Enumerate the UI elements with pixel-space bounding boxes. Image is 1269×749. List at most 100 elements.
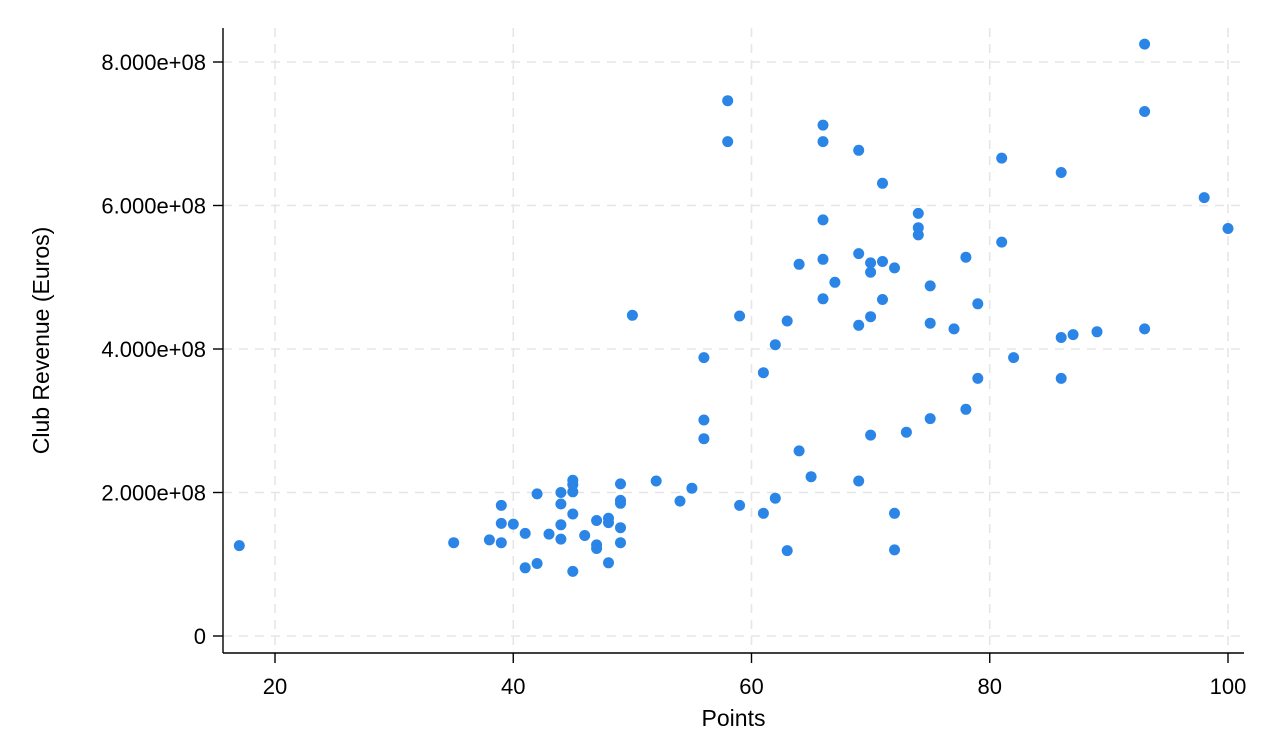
data-point	[650, 475, 662, 487]
data-point	[531, 488, 543, 500]
data-point	[757, 507, 769, 519]
data-point	[507, 518, 519, 530]
data-point	[567, 508, 579, 520]
data-point	[698, 414, 710, 426]
data-point	[1222, 223, 1234, 234]
y-tick-label: 8.000e+08	[101, 50, 206, 75]
data-point	[734, 310, 746, 322]
data-point	[877, 256, 888, 267]
data-point	[793, 258, 805, 270]
data-point	[448, 537, 460, 549]
data-point	[853, 475, 865, 487]
data-point	[960, 251, 972, 263]
data-point	[1139, 106, 1151, 117]
data-point	[1139, 38, 1151, 50]
x-tick-label: 40	[501, 674, 525, 699]
data-point	[495, 537, 507, 549]
data-point	[1055, 332, 1067, 343]
data-point	[686, 482, 698, 494]
data-point	[1055, 167, 1067, 178]
y-tick-label: 4.000e+08	[101, 337, 206, 362]
data-point	[877, 294, 888, 305]
data-point	[615, 478, 626, 490]
data-point	[615, 522, 626, 534]
data-point	[603, 517, 614, 529]
data-point	[853, 319, 865, 331]
data-point	[924, 413, 936, 425]
data-point	[817, 214, 829, 226]
data-point	[519, 527, 531, 539]
tick-marks-and-labels: 20 40 60 80 100 0 2.000e+08 4.000e+08 6.000e+08 8…	[101, 50, 1246, 699]
data-point	[1055, 372, 1067, 384]
data-point	[817, 119, 829, 131]
data-point	[781, 545, 793, 557]
y-tick-label: 6.000e+08	[101, 194, 206, 219]
data-point	[817, 293, 829, 305]
data-point	[603, 557, 614, 569]
data-point	[853, 144, 865, 156]
data-point	[615, 497, 626, 509]
x-tick-label: 100	[1210, 674, 1247, 699]
data-point	[555, 498, 567, 510]
data-point	[1091, 326, 1103, 338]
data-point	[543, 528, 555, 540]
data-point	[674, 495, 686, 507]
data-point	[769, 492, 781, 504]
data-point	[567, 565, 579, 577]
data-point	[972, 372, 984, 384]
data-point	[877, 177, 888, 189]
data-point	[889, 544, 900, 556]
data-point	[734, 499, 746, 511]
data-point	[591, 543, 603, 554]
data-point	[483, 534, 495, 546]
data-point	[829, 276, 841, 288]
data-point	[555, 533, 567, 545]
data-point	[757, 367, 769, 379]
y-axis-title: Club Revenue (Euros)	[28, 227, 54, 455]
x-tick-label: 80	[978, 674, 1002, 699]
data-point	[889, 507, 900, 519]
data-point	[996, 152, 1008, 164]
data-point	[912, 229, 924, 241]
data-point	[495, 517, 507, 529]
data-point	[531, 558, 543, 569]
data-point	[555, 487, 567, 498]
y-tick-label: 0	[194, 624, 206, 649]
data-point	[889, 262, 900, 274]
data-point	[1067, 329, 1079, 341]
x-tick-label: 20	[263, 674, 287, 699]
data-point	[793, 445, 805, 457]
data-point	[924, 317, 936, 329]
x-tick-label: 60	[739, 674, 763, 699]
data-point	[960, 403, 972, 415]
data-point	[805, 471, 817, 483]
data-point	[865, 311, 877, 323]
data-point	[781, 315, 793, 327]
data-point	[972, 298, 984, 310]
data-point	[853, 248, 865, 260]
data-point	[1198, 192, 1210, 204]
data-point	[912, 207, 924, 219]
data-point	[722, 136, 734, 148]
data-point	[948, 323, 960, 335]
data-point	[817, 253, 829, 265]
data-point	[591, 515, 603, 526]
data-point	[579, 530, 591, 541]
data-point	[615, 537, 626, 549]
data-point	[555, 519, 567, 531]
data-point	[567, 486, 579, 498]
x-axis-title: Points	[702, 705, 766, 731]
data-point	[698, 433, 710, 445]
grid-lines	[223, 28, 1244, 653]
data-point	[769, 339, 781, 351]
data-point	[924, 280, 936, 292]
data-point	[865, 266, 877, 278]
axes	[222, 28, 1244, 654]
data-point	[495, 499, 507, 511]
data-point	[865, 257, 877, 269]
data-point	[626, 309, 638, 321]
data-point	[722, 95, 734, 107]
data-points	[233, 38, 1234, 577]
data-point	[1008, 352, 1020, 364]
